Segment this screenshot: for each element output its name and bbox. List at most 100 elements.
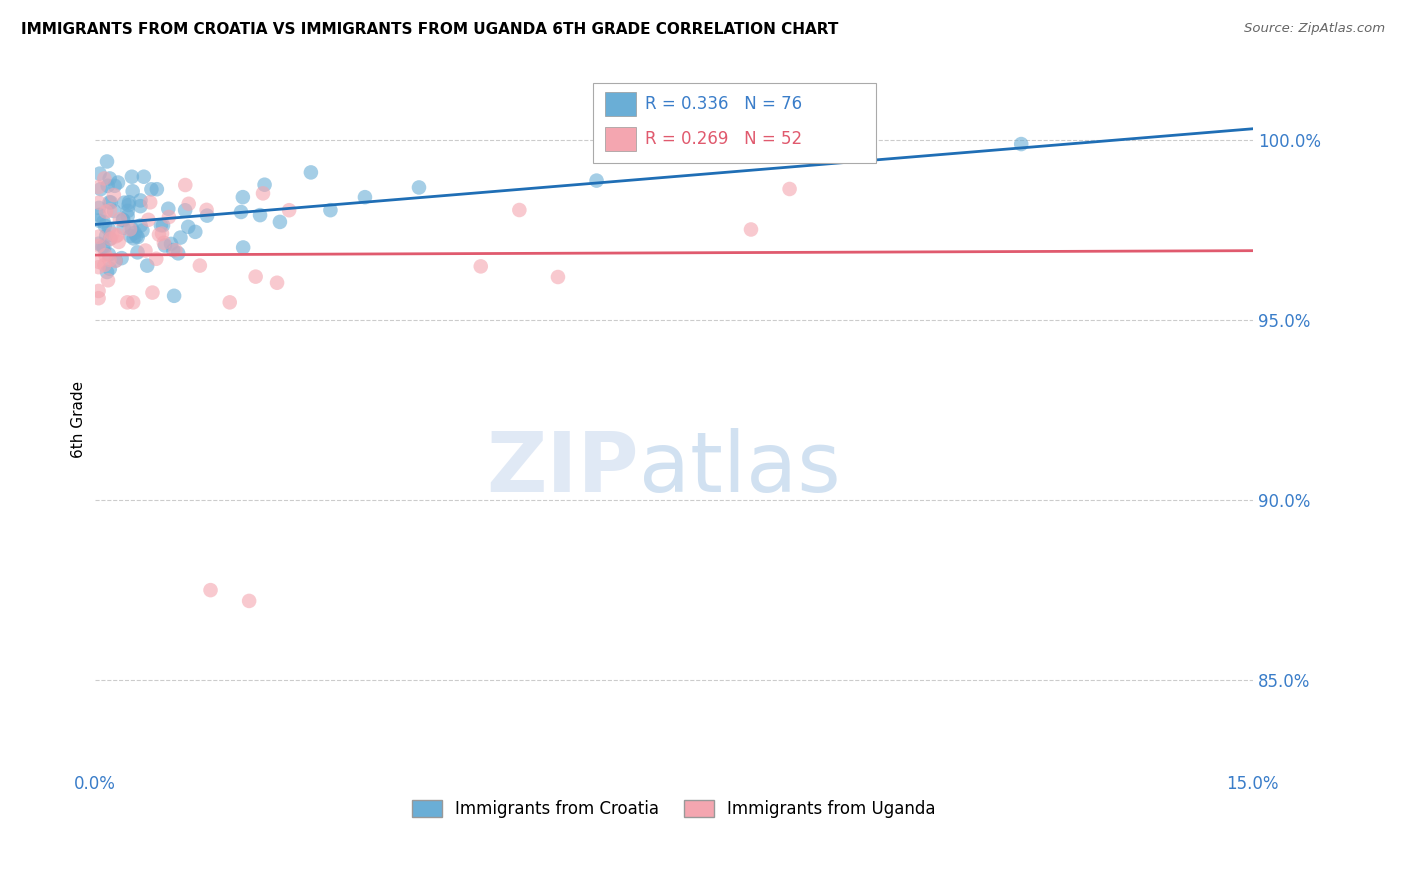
Point	[107, 176, 129, 190]
Point	[87, 195, 110, 210]
Point	[141, 285, 163, 300]
Point	[104, 178, 127, 193]
Point	[118, 222, 141, 236]
Text: R = 0.336   N = 76: R = 0.336 N = 76	[645, 95, 801, 112]
FancyBboxPatch shape	[593, 83, 876, 163]
Point	[104, 229, 127, 244]
FancyBboxPatch shape	[606, 127, 636, 151]
Point	[104, 253, 127, 268]
Point	[87, 180, 110, 194]
Point	[98, 203, 121, 218]
Point	[87, 284, 110, 298]
Point	[252, 186, 274, 201]
Point	[266, 276, 288, 290]
Point	[107, 235, 129, 249]
Point	[117, 203, 139, 218]
Point	[145, 252, 167, 266]
Point	[299, 165, 322, 179]
Point	[98, 195, 121, 210]
Text: IMMIGRANTS FROM CROATIA VS IMMIGRANTS FROM UGANDA 6TH GRADE CORRELATION CHART: IMMIGRANTS FROM CROATIA VS IMMIGRANTS FR…	[21, 22, 838, 37]
Point	[98, 232, 121, 246]
Point	[98, 261, 121, 276]
Point	[87, 254, 110, 268]
Point	[103, 188, 125, 202]
Point	[89, 208, 111, 222]
Point	[253, 178, 276, 192]
Point	[163, 289, 186, 303]
Point	[229, 205, 252, 219]
Point	[97, 178, 120, 193]
Point	[150, 227, 173, 241]
Point	[87, 201, 110, 215]
Y-axis label: 6th Grade: 6th Grade	[72, 381, 86, 458]
Point	[98, 171, 121, 186]
Point	[779, 182, 801, 196]
Text: Source: ZipAtlas.com: Source: ZipAtlas.com	[1244, 22, 1385, 36]
Point	[184, 225, 207, 239]
Point	[139, 195, 162, 210]
Point	[127, 245, 149, 260]
Point	[232, 190, 254, 204]
Point	[132, 169, 155, 184]
Point	[94, 229, 117, 244]
Point	[547, 270, 569, 285]
Point	[354, 190, 377, 204]
Point	[740, 222, 762, 236]
Point	[138, 212, 160, 227]
Point	[152, 219, 174, 233]
Point	[87, 239, 110, 253]
Point	[98, 247, 121, 261]
Point	[218, 295, 240, 310]
Point	[125, 228, 148, 243]
Point	[1010, 137, 1032, 152]
Point	[269, 215, 291, 229]
Point	[129, 199, 152, 213]
Point	[245, 269, 267, 284]
Point	[508, 202, 530, 217]
Point	[121, 184, 143, 198]
Point	[103, 204, 125, 219]
Point	[94, 219, 117, 233]
Text: atlas: atlas	[640, 428, 841, 508]
Point	[110, 251, 132, 265]
Point	[169, 230, 191, 244]
Point	[94, 248, 117, 262]
Point	[120, 229, 142, 244]
Point	[87, 213, 110, 227]
Point	[111, 213, 134, 227]
Point	[131, 224, 153, 238]
Point	[98, 252, 121, 267]
Point	[121, 222, 143, 236]
Point	[177, 219, 200, 234]
Point	[96, 154, 118, 169]
Point	[200, 583, 222, 598]
Point	[238, 594, 260, 608]
Point	[174, 203, 197, 218]
Point	[90, 182, 112, 196]
Point	[174, 178, 197, 192]
Point	[122, 231, 145, 245]
Point	[153, 238, 176, 252]
Point	[195, 202, 218, 217]
Point	[165, 244, 187, 258]
Point	[117, 295, 139, 310]
Point	[249, 208, 271, 222]
Point	[129, 194, 152, 208]
Point	[177, 196, 200, 211]
Point	[87, 260, 110, 274]
Point	[112, 213, 135, 227]
Point	[167, 246, 190, 260]
Point	[87, 236, 110, 251]
Point	[107, 227, 129, 242]
Point	[129, 219, 152, 233]
Point	[121, 169, 143, 184]
Point	[94, 204, 117, 219]
Point	[93, 171, 115, 186]
Point	[160, 236, 183, 251]
Point	[87, 229, 110, 244]
Point	[188, 259, 211, 273]
Point	[89, 167, 111, 181]
Point	[100, 195, 122, 210]
Point	[104, 253, 127, 268]
Point	[585, 173, 607, 187]
